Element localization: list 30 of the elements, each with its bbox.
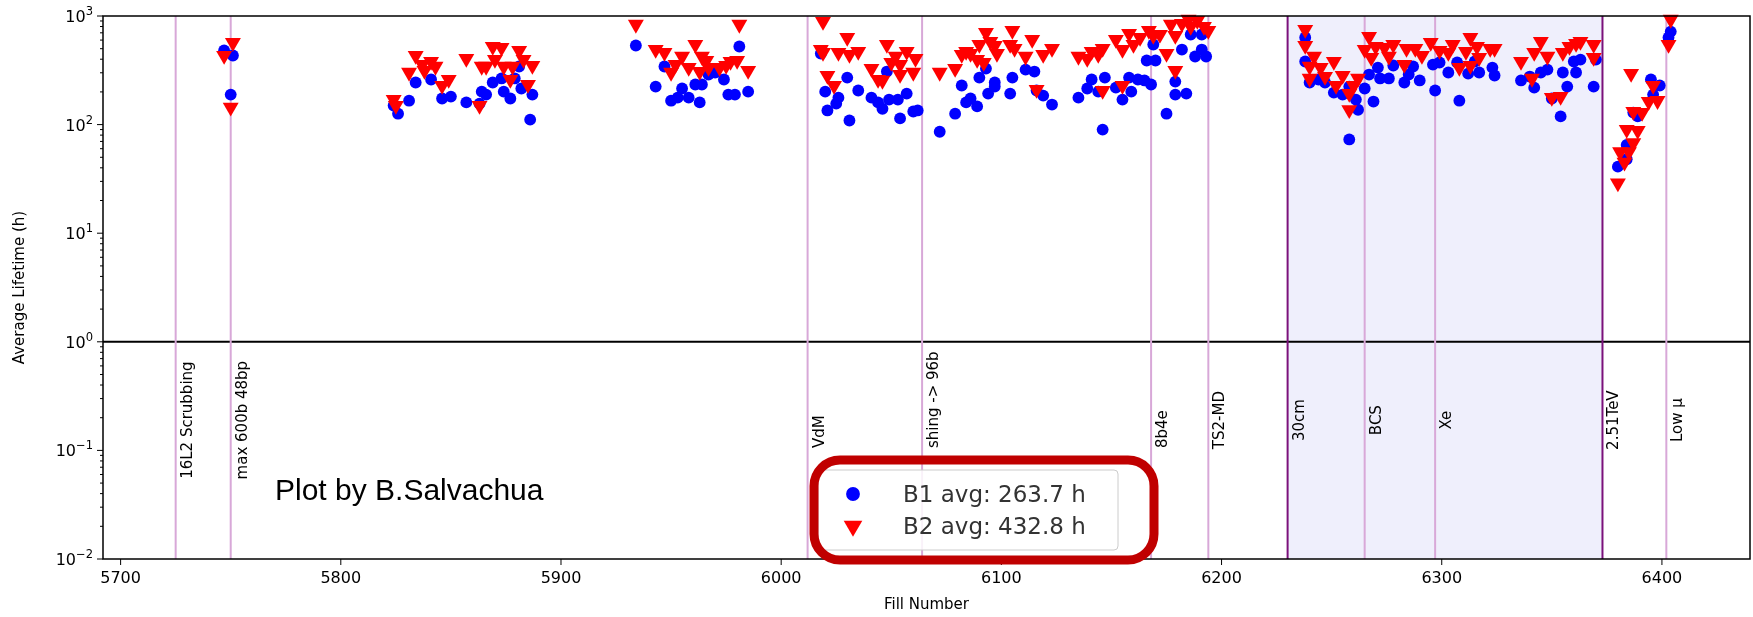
y-tick-label: 10$^{1}$ [65,221,93,244]
annotation: Plot by B.Salvachua [275,473,544,506]
x-tick-label: 6000 [760,568,802,587]
x-tick-label: 5800 [320,568,362,587]
y-tick-label: 10$^{0}$ [65,329,93,352]
x-tick-label: 6300 [1421,568,1463,587]
y-tick-label: 10$^{−2}$ [55,547,93,569]
legend-label: B2 avg: 432.8 h [903,513,1086,539]
y-tick-label: 10$^{−1}$ [55,438,93,461]
ref-line-label: 2.51TeV [1604,389,1623,450]
ref-line-label: TS2-MD [1210,391,1229,451]
x-tick-label: 5900 [540,568,582,587]
x-axis-title: Fill Number [883,595,970,613]
ref-line-label: BCS [1366,405,1385,436]
ref-line-label: Low μ [1668,397,1687,443]
ref-line-label: 30cm [1289,399,1308,442]
legend-label: B1 avg: 263.7 h [903,481,1086,507]
x-tick-label: 5700 [100,568,141,587]
x-tick-label: 6100 [981,568,1022,587]
ref-line-label: Xe [1437,410,1456,430]
ref-line-label: 16L2 Scrubbing [177,361,196,479]
y-tick-label: 10$^{3}$ [65,4,93,26]
ref-line-label: shing -> 96b [924,351,943,448]
ref-line-label: 8b4e [1153,410,1172,448]
x-tick-label: 6400 [1641,568,1683,587]
y-tick-label: 10$^{2}$ [65,112,93,135]
x-tick-label: 6200 [1201,568,1242,587]
ref-line-label: max 600b 48bp [232,360,251,480]
ref-line-label: VdM [809,415,828,448]
y-axis-title: Average Lifetime (h) [10,210,28,365]
